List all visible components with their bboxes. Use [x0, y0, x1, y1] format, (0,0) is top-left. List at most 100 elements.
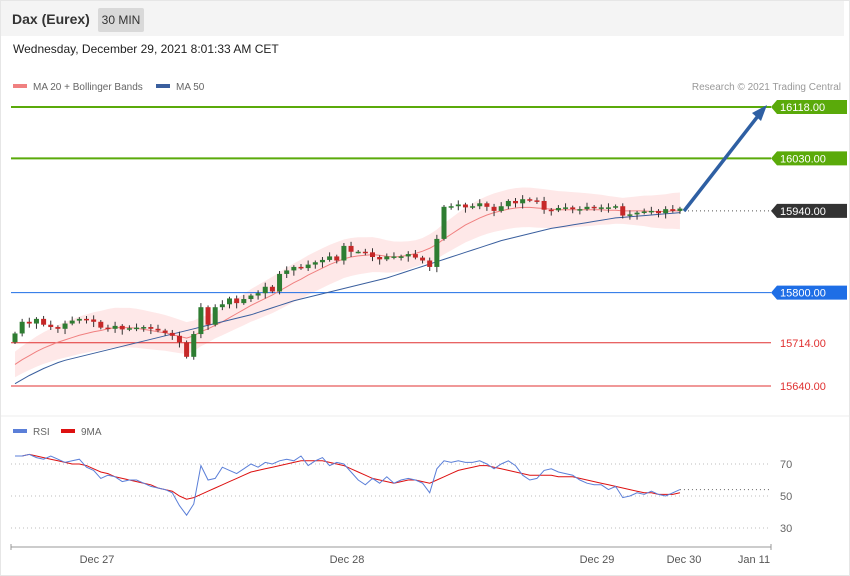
rsi-legend-label-0: RSI [33, 427, 50, 438]
x-tick-label-1: Dec 28 [330, 554, 365, 566]
candle-body [134, 327, 140, 330]
candle-body [284, 270, 290, 274]
candle-body [634, 212, 640, 215]
candle-body [505, 200, 511, 207]
candle-body [41, 318, 47, 325]
candle-body [126, 328, 132, 330]
candle-body [219, 304, 225, 308]
candle-body [470, 206, 476, 208]
candle-body [291, 266, 297, 271]
candle-body [613, 206, 619, 208]
rsi-tick-label-1: 50 [780, 491, 792, 503]
level-label-3: 15800.00 [780, 288, 826, 300]
candle-body [420, 257, 426, 261]
candle-body [277, 273, 283, 292]
candle-body [48, 324, 54, 328]
candle-body [105, 327, 111, 330]
candle-body [55, 327, 61, 329]
candle-body [641, 211, 647, 213]
candle-body [12, 333, 18, 343]
candle-body [227, 298, 232, 305]
candle-body [348, 245, 354, 252]
candle-body [26, 321, 32, 324]
candle-body [570, 207, 576, 210]
candle-body [548, 209, 554, 212]
candle-body [384, 256, 390, 260]
x-tick-label-2: Dec 29 [580, 554, 615, 566]
candle-body [312, 262, 318, 265]
candle-body [534, 200, 540, 202]
candle-body [377, 257, 383, 260]
candle-body [355, 251, 361, 254]
candle-body [362, 251, 368, 254]
candle-body [141, 327, 147, 329]
candle-body [527, 199, 533, 201]
candle-body [520, 199, 526, 204]
level-label-5: 15640.00 [780, 381, 826, 393]
candle-body [205, 307, 211, 325]
candle-body [391, 256, 397, 258]
forecast-arrow-head [752, 105, 767, 121]
candle-body [319, 259, 325, 263]
candle-body [269, 286, 275, 292]
candle-body [448, 206, 454, 208]
candle-body [212, 307, 218, 325]
candle-body [462, 204, 468, 208]
timeframe-badge[interactable]: 30 MIN [98, 8, 144, 32]
rsi-legend-label-1: 9MA [81, 427, 102, 438]
candle-body [427, 260, 433, 267]
rsi-legend-swatch-0 [13, 429, 27, 433]
candle-body [577, 209, 583, 211]
copyright-note: Research © 2021 Trading Central [692, 82, 841, 93]
candle-body [62, 323, 68, 329]
legend-label-1: MA 50 [176, 82, 205, 93]
candle-body [98, 321, 104, 328]
candle-body [169, 332, 175, 336]
candle-body [84, 318, 89, 321]
candle-body [491, 206, 497, 211]
candle-body [455, 204, 461, 207]
candle-body [69, 320, 75, 324]
rsi-legend-swatch-1 [61, 429, 75, 433]
candle-body [119, 325, 125, 330]
candle-body [584, 206, 590, 210]
candle-body [241, 299, 247, 304]
candle-body [513, 200, 518, 204]
candle-body [234, 298, 240, 304]
candle-body [370, 252, 375, 258]
candle-body [176, 335, 182, 343]
candle-body [605, 207, 611, 209]
candle-body [162, 330, 168, 333]
candle-body [398, 256, 404, 258]
chart-header: Dax (Eurex) 30 MIN [1, 1, 844, 36]
rsi-ma-line [15, 453, 681, 500]
candle-body [148, 327, 154, 329]
candle-body [327, 256, 333, 260]
candle-body [198, 307, 204, 335]
candle-body [591, 206, 597, 209]
candle-body [19, 321, 25, 334]
forecast-arrow-shaft [682, 114, 760, 213]
ma50-line [14, 212, 680, 385]
candle-body [412, 254, 418, 258]
candle-body [155, 328, 161, 331]
candle-body [627, 214, 633, 216]
instrument-title: Dax (Eurex) [12, 11, 90, 27]
candle-body [670, 209, 676, 211]
candle-body [648, 210, 654, 213]
candle-body [563, 207, 569, 209]
ma20-line [14, 206, 680, 365]
level-label-1: 16030.00 [780, 153, 826, 165]
candle-body [262, 286, 268, 294]
timestamp: Wednesday, December 29, 2021 8:01:33 AM … [13, 42, 279, 56]
candle-body [33, 318, 39, 324]
candle-body [541, 200, 547, 210]
candle-body [191, 334, 197, 357]
candle-body [555, 207, 561, 211]
candle-body [112, 325, 118, 329]
candle-body [334, 256, 340, 261]
rsi-line [15, 453, 681, 517]
level-tag-3 [771, 285, 847, 300]
candle-body [498, 206, 504, 211]
candle-body [677, 208, 683, 211]
